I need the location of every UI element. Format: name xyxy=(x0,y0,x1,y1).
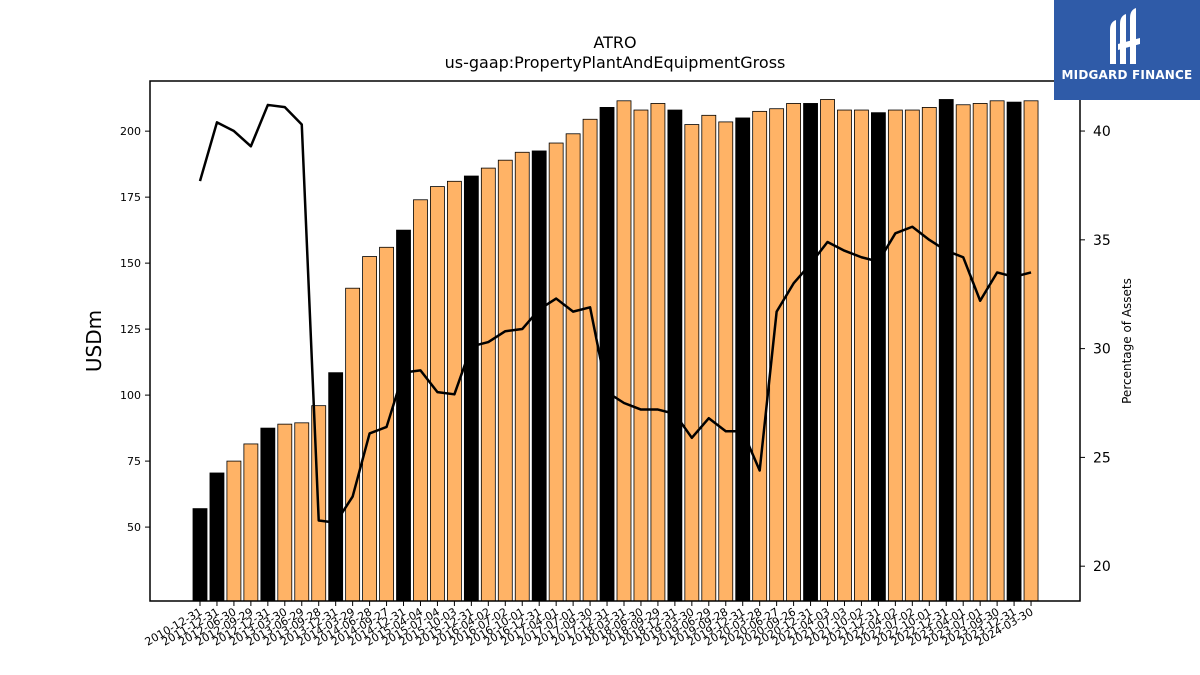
y2-tick-label: 20 xyxy=(1093,559,1111,575)
bar xyxy=(497,159,513,602)
bar xyxy=(633,109,649,602)
percentage-line xyxy=(198,103,1032,524)
midgard-logo-icon xyxy=(1110,8,1140,64)
bar xyxy=(294,422,310,602)
y2-tick-label: 35 xyxy=(1093,233,1111,249)
bar xyxy=(786,103,801,602)
bar xyxy=(904,109,920,602)
bar xyxy=(650,103,666,602)
bar xyxy=(616,100,632,602)
bar xyxy=(599,107,615,602)
chart-subtitle: us-gaap:PropertyPlantAndEquipmentGross xyxy=(445,53,786,72)
midgard-finance-logo: MIDGARD FINANCE xyxy=(1054,0,1200,100)
bar-group xyxy=(192,99,1039,602)
bar xyxy=(192,508,208,602)
bar xyxy=(565,133,581,602)
y-tick-label: 200 xyxy=(120,125,141,138)
y2-tick-label: 25 xyxy=(1093,450,1111,466)
bar xyxy=(345,287,361,602)
bar xyxy=(480,167,496,602)
bar xyxy=(735,117,751,602)
y-tick-label: 75 xyxy=(127,455,141,468)
bar xyxy=(752,110,768,602)
y-axis-left: 50 75 100 125 150 175 200 xyxy=(120,125,150,534)
bar xyxy=(413,199,428,602)
bar xyxy=(989,100,1005,602)
bar xyxy=(531,150,547,602)
bar xyxy=(582,118,598,602)
brand-name: MIDGARD FINANCE xyxy=(1061,68,1193,82)
y-tick-label: 100 xyxy=(120,389,141,402)
bar xyxy=(277,423,293,602)
bar xyxy=(226,460,242,602)
y-axis-label: USDm xyxy=(82,310,106,372)
bar xyxy=(243,443,259,602)
chart-title: ATRO xyxy=(593,33,636,52)
bar xyxy=(955,104,971,602)
x-axis: 2010-12-312011-12-312012-06-302012-09-29… xyxy=(143,601,1036,649)
bar xyxy=(938,99,954,602)
y-tick-label: 50 xyxy=(127,521,141,534)
bar xyxy=(209,472,225,602)
bar xyxy=(1023,100,1039,602)
bar xyxy=(396,229,411,602)
bar xyxy=(514,151,530,602)
bar xyxy=(701,114,717,602)
bar xyxy=(667,109,683,602)
bar xyxy=(972,103,988,602)
bar xyxy=(684,124,700,602)
bar xyxy=(362,256,378,602)
y-tick-label: 175 xyxy=(120,191,141,204)
y2-tick-label: 30 xyxy=(1093,342,1111,358)
bar xyxy=(718,121,734,602)
bar xyxy=(921,107,937,602)
bar xyxy=(871,112,886,602)
y2-axis-label: Percentage of Assets xyxy=(1120,278,1134,404)
bar xyxy=(803,103,818,602)
y-axis-right: 20 25 30 35 40 xyxy=(1080,124,1111,575)
bar xyxy=(328,372,344,602)
bar xyxy=(463,175,479,602)
bar xyxy=(1006,101,1022,602)
y2-tick-label: 40 xyxy=(1093,124,1111,140)
bar xyxy=(837,109,852,602)
bar xyxy=(854,109,869,602)
bar xyxy=(887,109,903,602)
plot-frame xyxy=(149,80,1081,602)
y-tick-label: 125 xyxy=(120,323,141,336)
bar xyxy=(820,99,835,602)
y-tick-label: 150 xyxy=(120,257,141,270)
bar xyxy=(260,427,276,602)
bar xyxy=(548,142,564,602)
